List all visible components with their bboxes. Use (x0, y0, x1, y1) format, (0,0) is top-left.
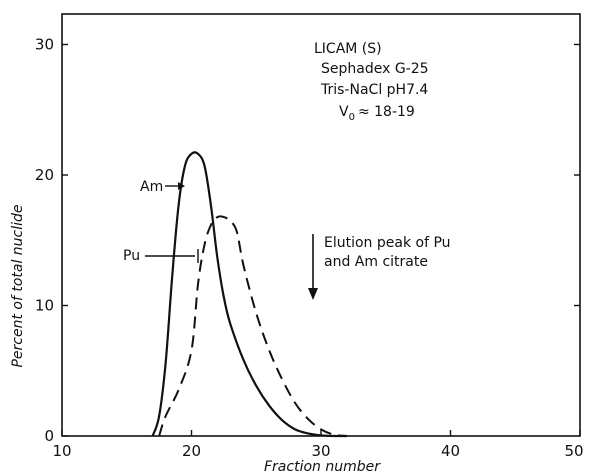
y-tick-label: 10 (35, 297, 54, 315)
y-tick-label: 20 (35, 166, 54, 184)
vo-label: V (339, 104, 349, 120)
series-line-pu (158, 215, 347, 437)
x-axis-title: Fraction number (264, 459, 381, 475)
vo-subscript: 0 (349, 112, 355, 123)
elution-arrow-head (308, 288, 318, 300)
plot-area (151, 151, 347, 438)
series-label-pu: Pu (123, 248, 140, 264)
x-tick-label: 10 (52, 442, 71, 460)
annotation-elution-line: and Am citrate (324, 254, 428, 270)
y-tick-label: 0 (44, 427, 54, 445)
annotations: LICAM (S) Sephadex G-25 Tris-NaCl pH7.4 … (123, 41, 451, 300)
x-tick-label: 40 (441, 442, 460, 460)
series-line-am (151, 151, 347, 438)
annotation-title-line: Tris-NaCl pH7.4 (320, 82, 428, 98)
plot-border (61, 13, 581, 437)
y-tick-label: 30 (35, 36, 54, 54)
x-axis: 10 20 30 40 50 Fraction number (52, 430, 584, 475)
annotation-elution-line: Elution peak of Pu (324, 235, 451, 251)
series-label-am: Am (140, 179, 163, 195)
x-tick-label: 30 (311, 442, 330, 460)
am-pointer-head (178, 182, 185, 190)
annotation-title-line: Sephadex G-25 (321, 61, 429, 77)
plot-frame (61, 13, 581, 437)
y-axis: 0 10 20 30 Percent of total nuclide (10, 36, 580, 445)
annotation-title-line: LICAM (S) (314, 41, 382, 57)
x-tick-label: 50 (564, 442, 583, 460)
vo-value: ≈ 18-19 (358, 104, 415, 120)
x-tick-label: 20 (182, 442, 201, 460)
y-axis-title: Percent of total nuclide (10, 204, 26, 367)
annotation-vo: V0 ≈ 18-19 (339, 104, 415, 123)
